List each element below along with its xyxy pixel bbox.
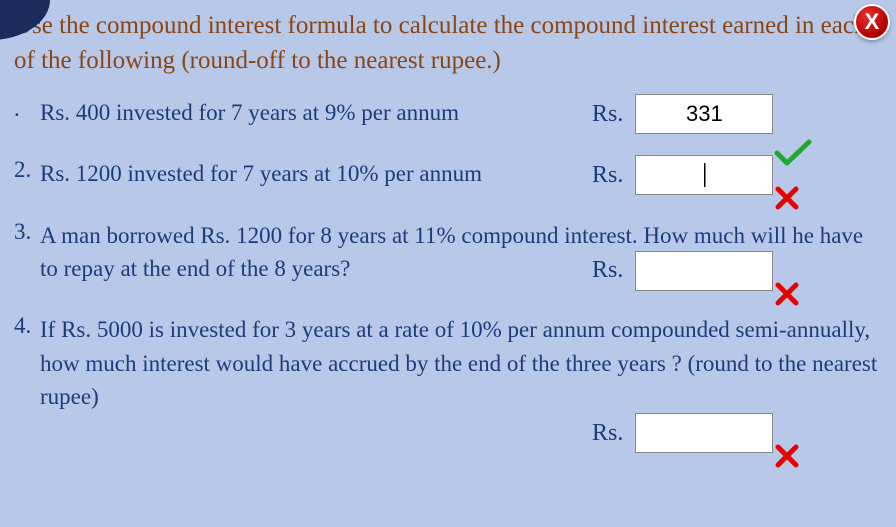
close-icon: X [865,9,880,35]
instructions-text: Use the compound interest formula to cal… [14,8,882,78]
answer-block-1: Rs. [592,94,773,134]
answer-input-2[interactable] [635,155,773,195]
cross-icon [774,443,800,474]
currency-label: Rs. [592,101,623,128]
answer-block-2: Rs. [592,155,773,195]
close-button[interactable]: X [854,4,890,40]
question-3: 3. A man borrowed Rs. 1200 for 8 years a… [14,219,882,286]
currency-label: Rs. [592,420,623,447]
currency-label: Rs. [592,257,623,284]
cross-icon [774,281,800,312]
question-number: 3. [14,219,34,245]
answer-block-3: Rs. [592,251,773,291]
answer-input-1[interactable] [635,94,773,134]
question-4: 4. If Rs. 5000 is invested for 3 years a… [14,313,882,413]
answer-input-4[interactable] [635,413,773,453]
question-1: . Rs. 400 invested for 7 years at 9% per… [14,96,882,129]
question-number: . [14,96,34,122]
cross-icon [774,185,800,216]
currency-label: Rs. [592,162,623,189]
question-number: 4. [14,313,34,339]
question-text: If Rs. 5000 is invested for 3 years at a… [40,313,882,413]
answer-block-4: Rs. [592,413,773,453]
question-number: 2. [14,157,34,183]
question-2: 2. Rs. 1200 invested for 7 years at 10% … [14,157,882,190]
quiz-container: Use the compound interest formula to cal… [0,0,896,449]
answer-input-3[interactable] [635,251,773,291]
